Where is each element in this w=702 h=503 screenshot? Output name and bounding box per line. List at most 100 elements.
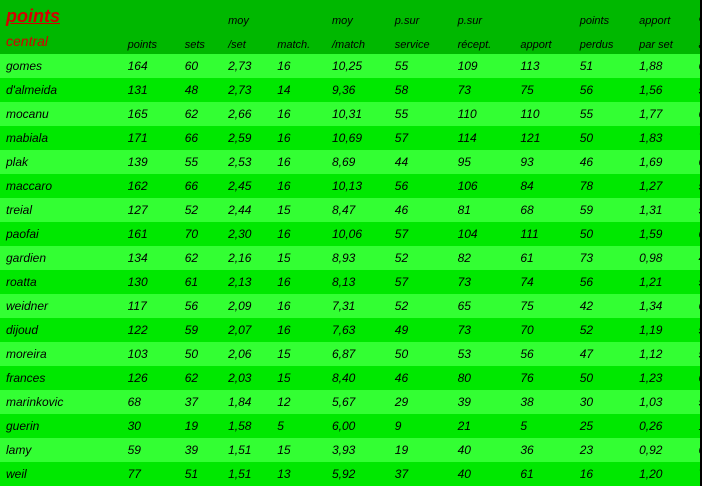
table-row: marinkovic68371,84125,67293938301,0355,9 [0, 390, 700, 414]
cell-match: 14 [275, 78, 330, 102]
cell-moyset: 1,51 [226, 438, 275, 462]
cell-pct: 54,4 [697, 342, 701, 366]
player-name: guerin [0, 414, 126, 438]
cell-perdus: 42 [578, 294, 637, 318]
cell-psur-recept: 65 [456, 294, 519, 318]
cell-perdus: 47 [578, 342, 637, 366]
cell-moyset: 2,06 [226, 342, 275, 366]
cell-moymatch: 8,93 [330, 246, 393, 270]
table-row: gardien134622,16158,93528261730,9845,5 [0, 246, 700, 270]
cell-perdus: 52 [578, 318, 637, 342]
player-name: maccaro [0, 174, 126, 198]
cell-apport: 61 [518, 246, 577, 270]
cell-points: 162 [126, 174, 183, 198]
cell-moyset: 1,84 [226, 390, 275, 414]
cell-apport-set: 1,19 [637, 318, 696, 342]
cell-apport: 75 [518, 78, 577, 102]
cell-apport-set: 1,77 [637, 102, 696, 126]
cell-match: 15 [275, 342, 330, 366]
cell-pct: 64,1 [697, 294, 701, 318]
cell-apport-set: 1,56 [637, 78, 696, 102]
cell-psur-recept: 106 [456, 174, 519, 198]
table-row: plak139552,53168,69449593461,6966,9 [0, 150, 700, 174]
cell-sets: 55 [183, 150, 226, 174]
cell-pct: 55,9 [697, 390, 701, 414]
cell-pct: 66,7 [697, 102, 701, 126]
cell-psur-service: 37 [393, 462, 456, 486]
cell-moyset: 2,66 [226, 102, 275, 126]
cell-psur-recept: 73 [456, 318, 519, 342]
cell-moymatch: 9,36 [330, 78, 393, 102]
cell-psur-service: 58 [393, 78, 456, 102]
cell-psur-service: 19 [393, 438, 456, 462]
cell-points: 171 [126, 126, 183, 150]
cell-moyset: 2,30 [226, 222, 275, 246]
cell-apport: 75 [518, 294, 577, 318]
cell-sets: 52 [183, 198, 226, 222]
cell-sets: 66 [183, 174, 226, 198]
hdr1-match [275, 0, 330, 30]
cell-psur-recept: 82 [456, 246, 519, 270]
table-row: moreira103502,06156,87505356471,1254,4 [0, 342, 700, 366]
cell-pct: 68,9 [697, 54, 701, 78]
table-header: points moy moy p.sur p.sur points apport… [0, 0, 700, 54]
player-name: dijoud [0, 318, 126, 342]
cell-match: 16 [275, 150, 330, 174]
cell-match: 15 [275, 366, 330, 390]
hdr1-apport [518, 0, 577, 30]
cell-moymatch: 10,69 [330, 126, 393, 150]
cell-pct: 60,3 [697, 366, 701, 390]
cell-points: 117 [126, 294, 183, 318]
cell-moyset: 2,03 [226, 366, 275, 390]
cell-moyset: 2,53 [226, 150, 275, 174]
cell-psur-service: 46 [393, 366, 456, 390]
cell-psur-recept: 21 [456, 414, 519, 438]
player-name: mocanu [0, 102, 126, 126]
cell-apport: 70 [518, 318, 577, 342]
table-row: gomes164602,731610,2555109113511,8868,9 [0, 54, 700, 78]
cell-apport: 113 [518, 54, 577, 78]
table-row: lamy59391,51153,93194036230,9261,0 [0, 438, 700, 462]
cell-pct: 45,5 [697, 246, 701, 270]
cell-apport: 84 [518, 174, 577, 198]
hdr2-sets: sets [183, 30, 226, 54]
cell-match: 16 [275, 222, 330, 246]
cell-moymatch: 5,67 [330, 390, 393, 414]
hdr2-match: match. [275, 30, 330, 54]
cell-psur-service: 56 [393, 174, 456, 198]
cell-perdus: 16 [578, 462, 637, 486]
cell-points: 77 [126, 462, 183, 486]
cell-moymatch: 8,13 [330, 270, 393, 294]
cell-sets: 56 [183, 294, 226, 318]
cell-perdus: 50 [578, 366, 637, 390]
cell-match: 16 [275, 174, 330, 198]
cell-psur-service: 29 [393, 390, 456, 414]
cell-psur-service: 55 [393, 54, 456, 78]
table-row: frances126622,03158,40468076501,2360,3 [0, 366, 700, 390]
cell-sets: 19 [183, 414, 226, 438]
table-row: weil77511,51135,92374061161,2079,2 [0, 462, 700, 486]
cell-pct: 51,9 [697, 174, 701, 198]
cell-apport: 61 [518, 462, 577, 486]
cell-moymatch: 10,13 [330, 174, 393, 198]
cell-psur-service: 44 [393, 150, 456, 174]
cell-apport-set: 1,21 [637, 270, 696, 294]
cell-match: 16 [275, 294, 330, 318]
cell-sets: 37 [183, 390, 226, 414]
cell-psur-service: 52 [393, 246, 456, 270]
cell-psur-recept: 80 [456, 366, 519, 390]
cell-perdus: 73 [578, 246, 637, 270]
cell-moyset: 2,45 [226, 174, 275, 198]
hdr1-moyset: moy [226, 0, 275, 30]
cell-apport: 93 [518, 150, 577, 174]
title-main: points [0, 0, 126, 30]
cell-pct: 53,5 [697, 198, 701, 222]
hdr2-points: points [126, 30, 183, 54]
cell-perdus: 30 [578, 390, 637, 414]
cell-points: 127 [126, 198, 183, 222]
hdr1-apset: apport [637, 0, 696, 30]
cell-apport: 5 [518, 414, 577, 438]
cell-moymatch: 7,63 [330, 318, 393, 342]
cell-pct: 66,9 [697, 150, 701, 174]
player-name: roatta [0, 270, 126, 294]
